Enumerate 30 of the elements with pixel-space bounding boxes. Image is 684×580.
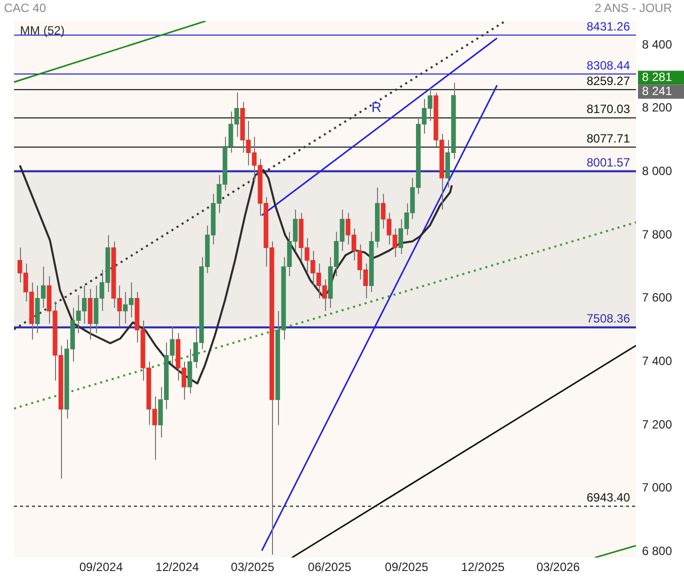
ref-line-label: 8170.03: [586, 102, 630, 116]
ref-line-label: 6943.40: [586, 490, 630, 504]
text: 8 281: [642, 70, 672, 84]
x-tick-label: 09/2024: [79, 560, 124, 574]
y-tick-label: 7 400: [642, 354, 672, 368]
text: 8 241: [642, 84, 672, 98]
ref-line-label: 8308.44: [586, 58, 630, 72]
x-tick-label: 03/2026: [536, 560, 580, 574]
x-tick-label: 06/2025: [308, 560, 352, 574]
ref-line-label: 8077.71: [586, 131, 630, 146]
ref-line-label: 8001.57: [586, 156, 630, 170]
annotation: R: [371, 99, 382, 116]
x-tick-label: 12/2025: [461, 560, 505, 574]
y-tick-label: 6 800: [642, 544, 672, 558]
text: MM (52): [20, 23, 65, 38]
y-tick-label: 8 000: [642, 164, 672, 178]
ref-line-label: 7508.36: [586, 312, 630, 326]
x-tick-label: 03/2025: [230, 560, 275, 574]
chart-title: CAC 40: [4, 1, 46, 15]
x-tick-label: 09/2025: [384, 560, 429, 574]
y-tick-label: 7 000: [642, 480, 672, 495]
y-tick-label: 8 200: [642, 100, 672, 115]
y-tick-label: 7 200: [642, 417, 672, 432]
chart-subtitle: 2 ANS - JOUR: [594, 1, 672, 15]
y-tick-label: 7 600: [642, 290, 672, 305]
y-tick-label: 8 400: [642, 37, 672, 52]
ref-line-label: 8431.26: [586, 19, 630, 34]
ref-line-label: 8259.27: [586, 74, 630, 88]
y-tick-label: 7 800: [642, 227, 672, 242]
x-tick-label: 12/2024: [156, 560, 200, 574]
